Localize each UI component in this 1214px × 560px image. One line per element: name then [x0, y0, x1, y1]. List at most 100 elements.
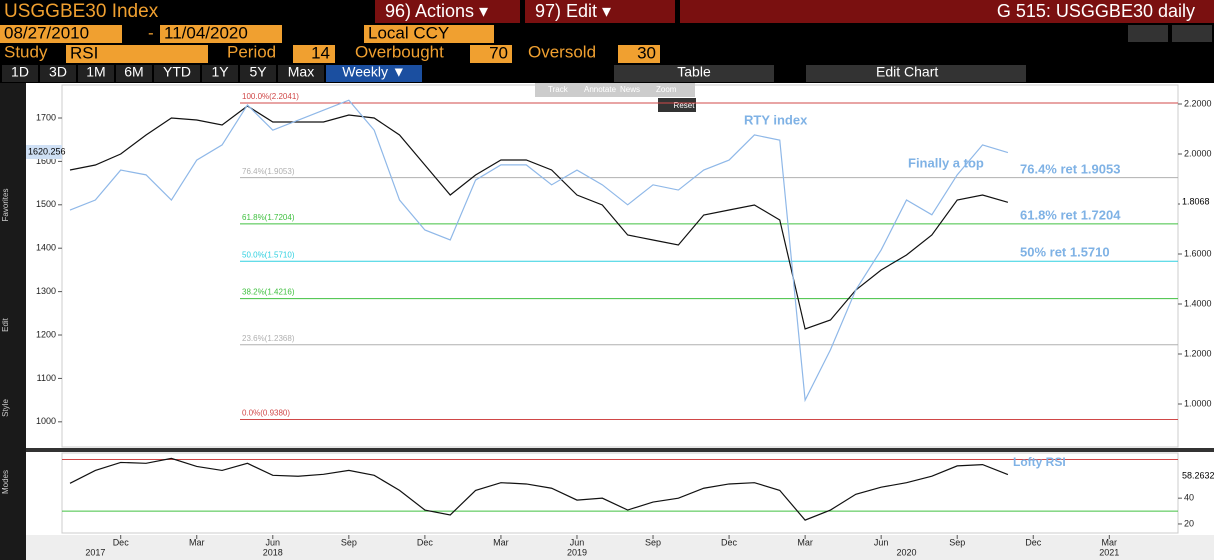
y-tick-label: 1300 — [36, 286, 56, 296]
rsi-tick-label: 20 — [1184, 518, 1194, 528]
tab[interactable]: 1M — [86, 64, 105, 80]
sidebar-label: Style — [1, 399, 10, 417]
x-tick-label: Mar — [189, 537, 205, 547]
ticker-box[interactable] — [0, 0, 370, 23]
tab-btn[interactable] — [278, 65, 324, 82]
year-label: 2021 — [1099, 547, 1119, 557]
year-label: 2019 — [567, 547, 587, 557]
tab[interactable]: 1Y — [211, 64, 229, 80]
toolbox — [535, 83, 695, 97]
edit-chart-btn[interactable] — [806, 65, 1026, 82]
study-name[interactable]: RSI — [70, 43, 98, 62]
tab-btn[interactable] — [154, 65, 200, 82]
y-tick-label: 1700 — [36, 112, 56, 122]
tab-btn[interactable] — [326, 65, 422, 82]
redo[interactable] — [1172, 25, 1212, 42]
y2-tick-label: 1.4000 — [1184, 298, 1212, 308]
fib-label: 50.0%(1.5710) — [242, 250, 295, 259]
tab-btn[interactable] — [202, 65, 238, 82]
x-tick-label: Dec — [721, 537, 738, 547]
fib-label: 23.6%(1.2368) — [242, 334, 295, 343]
tab[interactable]: Weekly ▼ — [342, 64, 405, 80]
sep: - — [148, 23, 154, 42]
y-tick-label: 1100 — [37, 373, 56, 383]
end-field[interactable] — [160, 25, 282, 43]
price-line — [69, 105, 1009, 330]
fib-label: 0.0%(0.9380) — [242, 409, 290, 418]
tool[interactable]: Track — [548, 85, 569, 94]
tab-btn[interactable] — [116, 65, 152, 82]
x-tick-label: Dec — [1025, 537, 1042, 547]
tab[interactable]: 5Y — [249, 64, 267, 80]
tool[interactable]: News — [620, 85, 640, 94]
undo[interactable] — [1128, 25, 1168, 42]
oversold[interactable]: 30 — [637, 43, 656, 62]
x-tick-label: Jun — [874, 537, 889, 547]
y-tick-label: 1400 — [36, 243, 56, 253]
reset-btn[interactable] — [658, 98, 696, 112]
tab[interactable]: 1D — [11, 64, 29, 80]
actions[interactable]: 96) Actions ▾ — [385, 1, 488, 21]
actions-btn[interactable] — [375, 0, 520, 23]
edit-btn[interactable] — [525, 0, 675, 23]
tab[interactable]: 3D — [49, 64, 67, 80]
x-tick-label: Jun — [266, 537, 281, 547]
os-label: Oversold — [528, 42, 596, 61]
y-tick-label: 1500 — [36, 199, 56, 209]
tab-btn[interactable] — [240, 65, 276, 82]
annotation: 61.8% ret 1.7204 — [1020, 207, 1121, 222]
reset[interactable]: Reset — [674, 101, 696, 110]
annotation: RTY index — [744, 112, 808, 127]
study-label: Study — [4, 42, 48, 61]
tab[interactable]: 6M — [124, 64, 143, 80]
price-line — [69, 99, 1009, 403]
overbought[interactable]: 70 — [489, 43, 508, 62]
edit[interactable]: 97) Edit ▾ — [535, 1, 611, 21]
plot — [61, 84, 1179, 448]
end-date[interactable]: 11/04/2020 — [164, 23, 248, 42]
annotation: 50% ret 1.5710 — [1020, 244, 1110, 259]
fib-label: 76.4%(1.9053) — [242, 167, 295, 176]
currency[interactable]: Local CCY — [368, 23, 449, 42]
edit-chart[interactable]: Edit Chart — [876, 64, 938, 80]
tool[interactable]: Zoom — [656, 85, 677, 94]
tab-btn[interactable] — [2, 65, 38, 82]
ob-label: Overbought — [355, 42, 444, 61]
tab[interactable]: YTD — [163, 64, 191, 80]
tab-btn[interactable] — [40, 65, 76, 82]
year-label: 2020 — [896, 547, 916, 557]
sidebar-label: Favorites — [1, 189, 10, 222]
annotation: 76.4% ret 1.9053 — [1020, 161, 1120, 176]
os-field[interactable] — [618, 45, 660, 63]
price-tag-label: 1.8068 — [1182, 196, 1210, 206]
study-field[interactable] — [66, 45, 208, 63]
table[interactable]: Table — [677, 64, 711, 80]
ticker: USGGBE30 Index — [4, 1, 159, 22]
y-tick-label: 1200 — [36, 329, 56, 339]
x-tick-label: Mar — [493, 537, 509, 547]
x-tick-label: Mar — [797, 537, 813, 547]
title-bar — [680, 0, 1214, 23]
x-tick-label: Dec — [113, 537, 130, 547]
rsi-tick-label: 40 — [1184, 493, 1194, 503]
ob-field[interactable] — [470, 45, 512, 63]
period[interactable]: 14 — [311, 43, 330, 62]
tool[interactable]: Annotate — [584, 85, 617, 94]
tab-btn[interactable] — [78, 65, 114, 82]
rsi-line — [69, 457, 1009, 521]
start-date[interactable]: 08/27/2010 — [4, 23, 89, 42]
x-axis-bg — [26, 535, 1214, 560]
annotation: Finally a top — [908, 155, 984, 170]
tab[interactable]: Max — [288, 64, 314, 80]
x-tick-label: Jun — [570, 537, 585, 547]
price-tag-label: 58.2632 — [1182, 470, 1214, 480]
table-btn[interactable] — [614, 65, 774, 82]
period-field[interactable] — [293, 45, 335, 63]
ccy-field[interactable] — [364, 25, 494, 43]
year-label: 2018 — [263, 547, 283, 557]
start-field[interactable] — [0, 25, 122, 43]
x-tick-label: Dec — [417, 537, 434, 547]
fib-label: 38.2%(1.4216) — [242, 288, 295, 297]
